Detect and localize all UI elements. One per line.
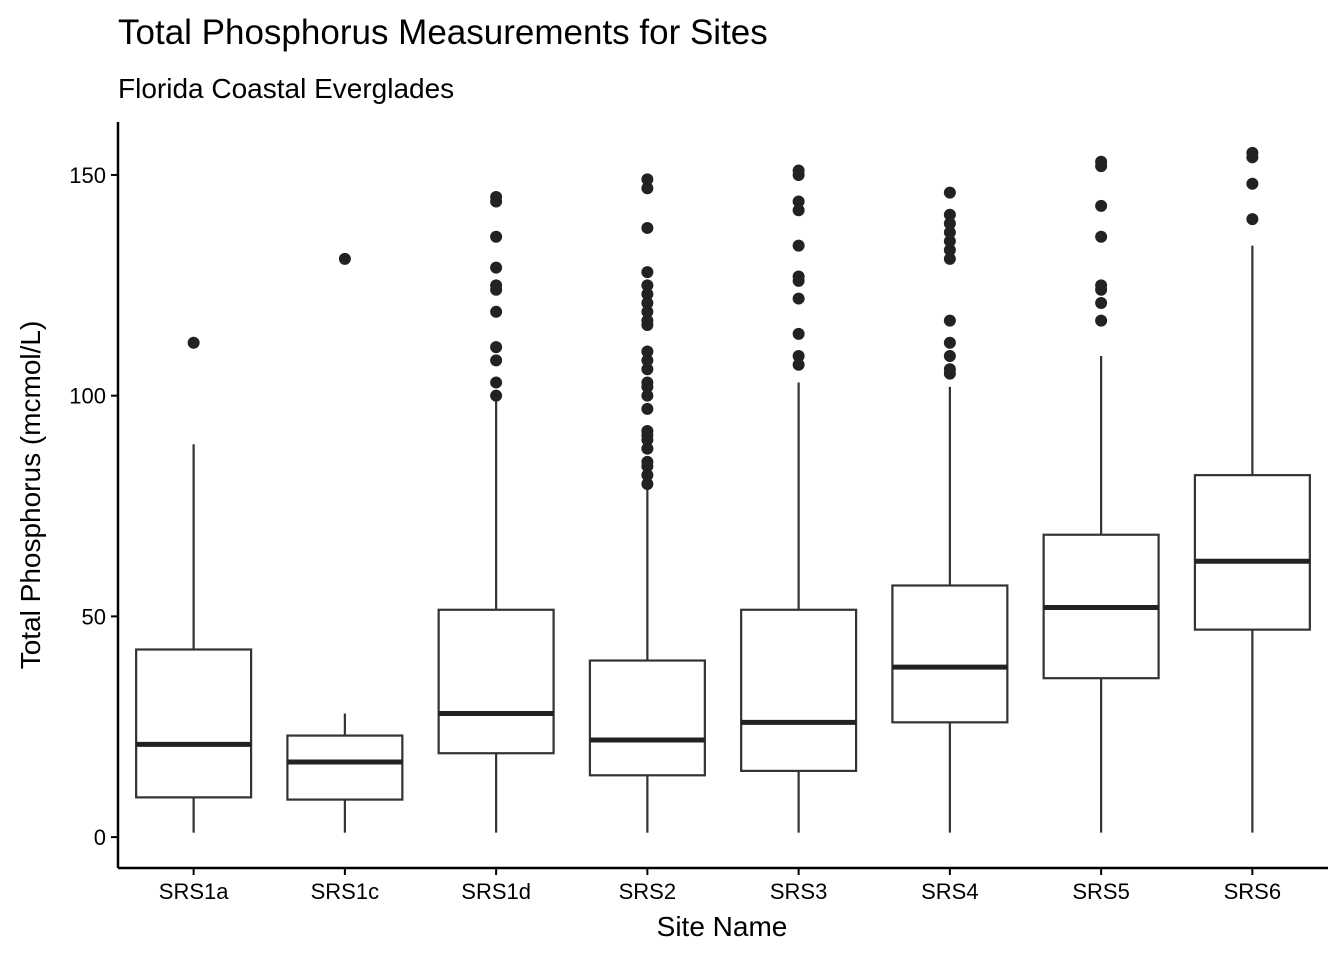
outlier-point	[641, 477, 654, 490]
outlier-point	[792, 358, 805, 371]
outlier-point	[792, 164, 805, 177]
outlier-point	[641, 173, 654, 186]
outlier-point	[641, 345, 654, 358]
y-tick-label: 100	[69, 384, 106, 409]
x-tick-label: SRS1d	[461, 879, 531, 904]
outlier-point	[490, 354, 503, 367]
outlier-point	[1246, 146, 1259, 159]
x-tick-label: SRS4	[921, 879, 978, 904]
outlier-point	[641, 469, 654, 482]
outlier-point	[943, 208, 956, 221]
chart-title: Total Phosphorus Measurements for Sites	[118, 13, 768, 52]
outlier-point	[792, 292, 805, 305]
outlier-point	[641, 288, 654, 301]
outlier-point	[641, 455, 654, 468]
outlier-point	[943, 363, 956, 376]
outlier-point	[641, 279, 654, 292]
x-tick-label: SRS2	[619, 879, 676, 904]
outlier-point	[490, 341, 503, 354]
outlier-point	[641, 442, 654, 455]
outlier-point	[490, 261, 503, 274]
outlier-point	[641, 354, 654, 367]
outlier-point	[1246, 177, 1259, 190]
box-iqr	[437, 608, 555, 755]
plot-area: 0 50 100 150 SRS1a SRS1c SRS1d SRS2 SRS3 SRS4 SRS5…	[69, 122, 1328, 904]
outlier-point	[1095, 279, 1108, 292]
outlier-point	[792, 349, 805, 362]
outlier-point	[943, 186, 956, 199]
x-tick-label: SRS5	[1072, 879, 1129, 904]
box-iqr	[891, 584, 1009, 724]
outlier-point	[641, 314, 654, 327]
box-iqr	[740, 608, 858, 772]
outlier-point	[641, 296, 654, 309]
outlier-point	[943, 314, 956, 327]
outlier-point	[792, 270, 805, 283]
outlier-point	[490, 389, 503, 402]
outlier-point	[943, 244, 956, 257]
outlier-point	[641, 266, 654, 279]
box-iqr	[1193, 474, 1311, 631]
box-iqr	[286, 734, 404, 801]
outlier-point	[792, 195, 805, 208]
x-tick-label: SRS3	[770, 879, 827, 904]
x-tick-label: SRS1c	[311, 879, 379, 904]
y-tick-label: 50	[82, 604, 106, 629]
x-axis-title: Site Name	[657, 911, 788, 942]
chart-subtitle: Florida Coastal Everglades	[118, 73, 454, 104]
outlier-point	[943, 226, 956, 239]
outlier-point	[792, 204, 805, 217]
outlier-point	[943, 217, 956, 230]
outlier-point	[641, 363, 654, 376]
outlier-point	[792, 327, 805, 340]
box-iqr	[135, 648, 253, 799]
outlier-point	[490, 191, 503, 204]
y-tick-label: 0	[94, 825, 106, 850]
outlier-point	[1095, 155, 1108, 168]
x-tick-label: SRS6	[1224, 879, 1281, 904]
outlier-point	[641, 182, 654, 195]
outlier-point	[1095, 230, 1108, 243]
outlier-point	[490, 279, 503, 292]
outlier-point	[943, 235, 956, 248]
outlier-point	[1246, 213, 1259, 226]
outlier-point	[943, 349, 956, 362]
outlier-point	[187, 336, 200, 349]
outlier-point	[943, 252, 956, 265]
outlier-point	[641, 376, 654, 389]
outlier-point	[641, 424, 654, 437]
outlier-point	[490, 230, 503, 243]
box-iqr	[588, 659, 706, 777]
outlier-point	[490, 305, 503, 318]
outlier-point	[792, 239, 805, 252]
outlier-point	[338, 252, 351, 265]
x-tick-label: SRS1a	[159, 879, 229, 904]
outlier-point	[943, 336, 956, 349]
outlier-point	[641, 305, 654, 318]
outlier-point	[641, 402, 654, 415]
y-tick-label: 150	[69, 163, 106, 188]
outlier-point	[641, 221, 654, 234]
outlier-point	[1095, 199, 1108, 212]
y-axis-title: Total Phosphorus (mcmol/L)	[15, 321, 46, 670]
outlier-point	[1095, 314, 1108, 327]
outlier-point	[641, 389, 654, 402]
outlier-point	[490, 376, 503, 389]
outlier-point	[1095, 296, 1108, 309]
